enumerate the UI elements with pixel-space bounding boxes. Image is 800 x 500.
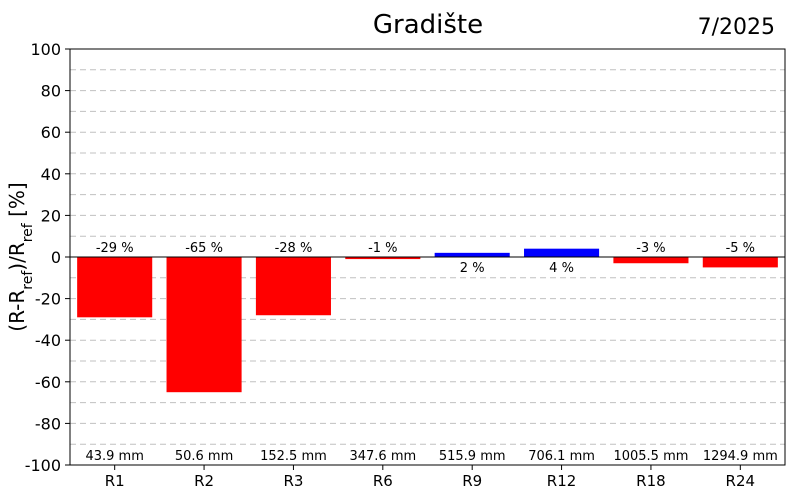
bar-r2 [166,257,242,393]
rainfall-label: 515.9 mm [439,449,506,464]
bars-group [77,248,778,393]
y-tick-label: -40 [35,331,61,350]
y-tick-label: 40 [41,165,61,184]
y-tick-label: 20 [41,206,61,225]
x-tick-label: R18 [636,472,666,490]
bar-r6 [345,257,421,260]
bar-r12 [524,248,600,257]
value-label: -65 % [185,241,223,256]
x-tick-label: R9 [462,472,482,490]
chart-title: Gradište [373,10,483,40]
y-axis-label-sub1: ref [20,270,36,290]
value-label: -28 % [275,241,313,256]
bar-r24 [702,257,778,268]
value-label: -3 % [636,241,665,256]
y-tick-label: -20 [35,290,61,309]
value-label: -29 % [96,241,134,256]
rainfall-label: 706.1 mm [528,449,595,464]
y-tick-label: 60 [41,123,61,142]
rainfall-label: 1005.5 mm [613,449,688,464]
y-axis-label-sub2: ref [20,222,36,242]
y-axis-label-end: [%] [5,182,29,223]
chart-period: 7/2025 [698,15,775,40]
rainfall-label: 152.5 mm [260,449,327,464]
rainfall-label: 347.6 mm [349,449,416,464]
y-tick-label: -80 [35,414,61,433]
rainfall-label: 50.6 mm [175,449,233,464]
x-tick-label: R1 [105,472,125,490]
bar-r3 [255,257,331,316]
y-tick-label: 0 [51,248,61,267]
bar-r1 [77,257,153,318]
y-tick-label: 80 [41,82,61,101]
y-tick-label: -100 [25,456,61,475]
y-axis-ticks: -100 -80 -60 -40 -20 0 20 40 60 80 100 [25,40,70,475]
value-label: 4 % [549,261,574,276]
y-tick-label: -60 [35,373,61,392]
x-tick-label: R2 [194,472,214,490]
y-axis-label-base: (R-R [5,290,29,332]
rainfall-label: 1294.9 mm [703,449,778,464]
gridlines [70,69,785,445]
x-tick-label: R12 [547,472,577,490]
x-tick-label: R24 [726,472,756,490]
y-tick-label: 100 [30,40,61,59]
y-axis-label-mid: )/R [5,242,29,271]
value-label: -1 % [368,241,397,256]
value-label: -5 % [726,241,755,256]
x-tick-label: R3 [283,472,303,490]
x-tick-label: R6 [373,472,393,490]
rainfall-label: 43.9 mm [85,449,143,464]
y-axis-label: (R-Rref)/Rref [%] [5,182,36,331]
bar-r9 [434,252,510,257]
data-labels: -29 % 43.9 mm -65 % 50.6 mm -28 % 152.5 mm -1 … [85,241,777,464]
x-axis-ticks: R1 R2 R3 R6 R9 R12 R18 R24 [105,465,755,490]
bar-r18 [613,257,689,264]
value-label: 2 % [460,261,485,276]
